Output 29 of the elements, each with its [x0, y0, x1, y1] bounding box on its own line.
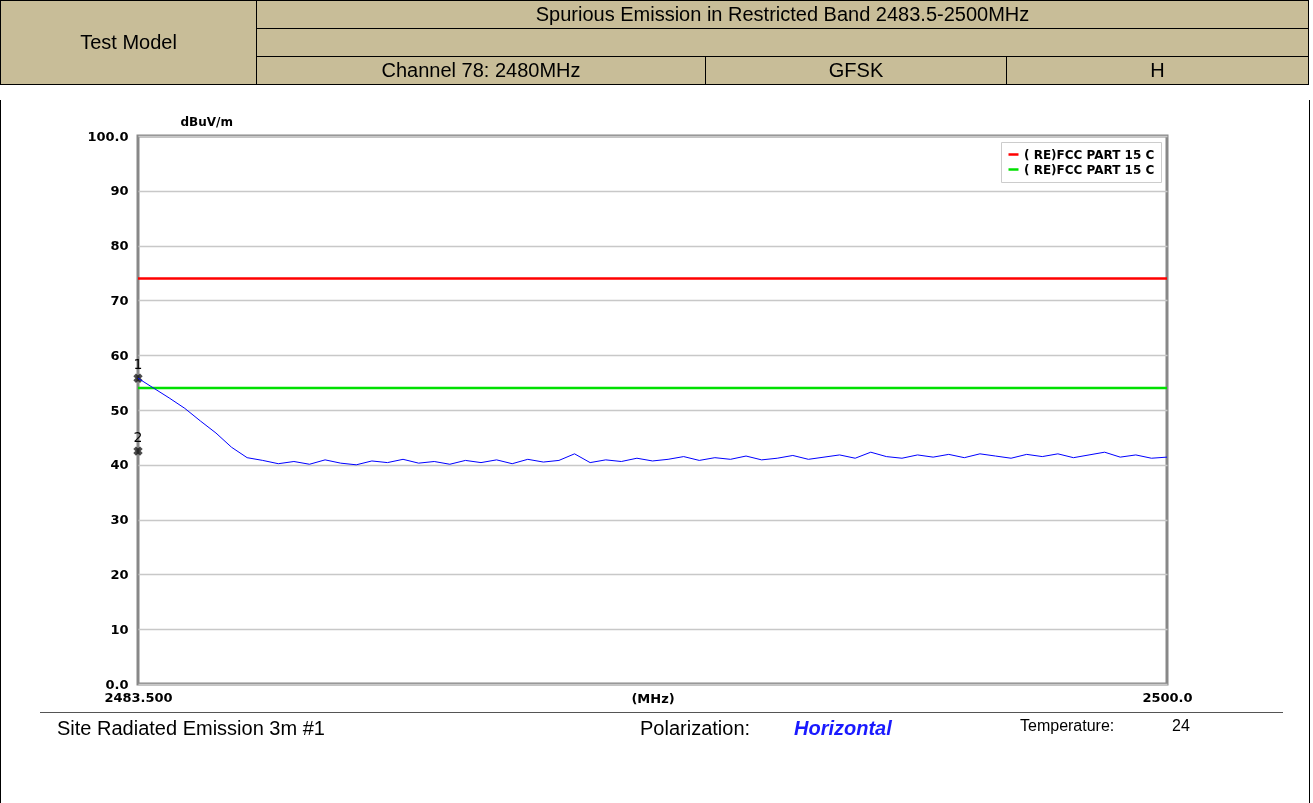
y-tick-label: 20 [110, 566, 129, 582]
y-tick-label: 30 [110, 512, 129, 528]
y-tick-label: 70 [110, 292, 129, 308]
y-tick-label: 90 [110, 183, 129, 199]
y-axis-title: dBuV/m [180, 114, 233, 129]
annotation: 1 [133, 356, 143, 373]
annotation: 2 [133, 429, 143, 446]
text: GFSK [705, 56, 1007, 85]
text: Temperature: [1020, 717, 1115, 735]
y-tick-label: 40 [110, 457, 129, 473]
y-tick-label: 60 [110, 347, 129, 363]
y-tick-label: 50 [110, 402, 129, 418]
text: 24 [1172, 717, 1190, 735]
x-axis-title: (MHz) [631, 690, 675, 706]
text: Polarization: [640, 717, 751, 740]
text: H [1006, 56, 1309, 85]
x-tick-label: 2483.500 [104, 689, 173, 705]
y-tick-label: 80 [110, 238, 129, 254]
legend-label: ( RE)FCC PART 15 C [1024, 147, 1155, 162]
text: Horizontal [794, 717, 892, 740]
legend-label: ( RE)FCC PART 15 C [1024, 162, 1155, 177]
text: Channel 78: 2480MHz [256, 56, 706, 85]
text: Test Model [0, 0, 257, 85]
y-tick-label: 100.0 [87, 128, 129, 144]
x-tick-label: 2500.0 [1142, 689, 1193, 705]
y-tick-label: 10 [110, 621, 129, 637]
text: Site Radiated Emission 3m #1 [57, 717, 325, 740]
y-tick-label: 0.0 [105, 676, 129, 692]
chart-title: Spurious Emission in Restricted Band 2483.5-2500MHz [256, 0, 1309, 29]
